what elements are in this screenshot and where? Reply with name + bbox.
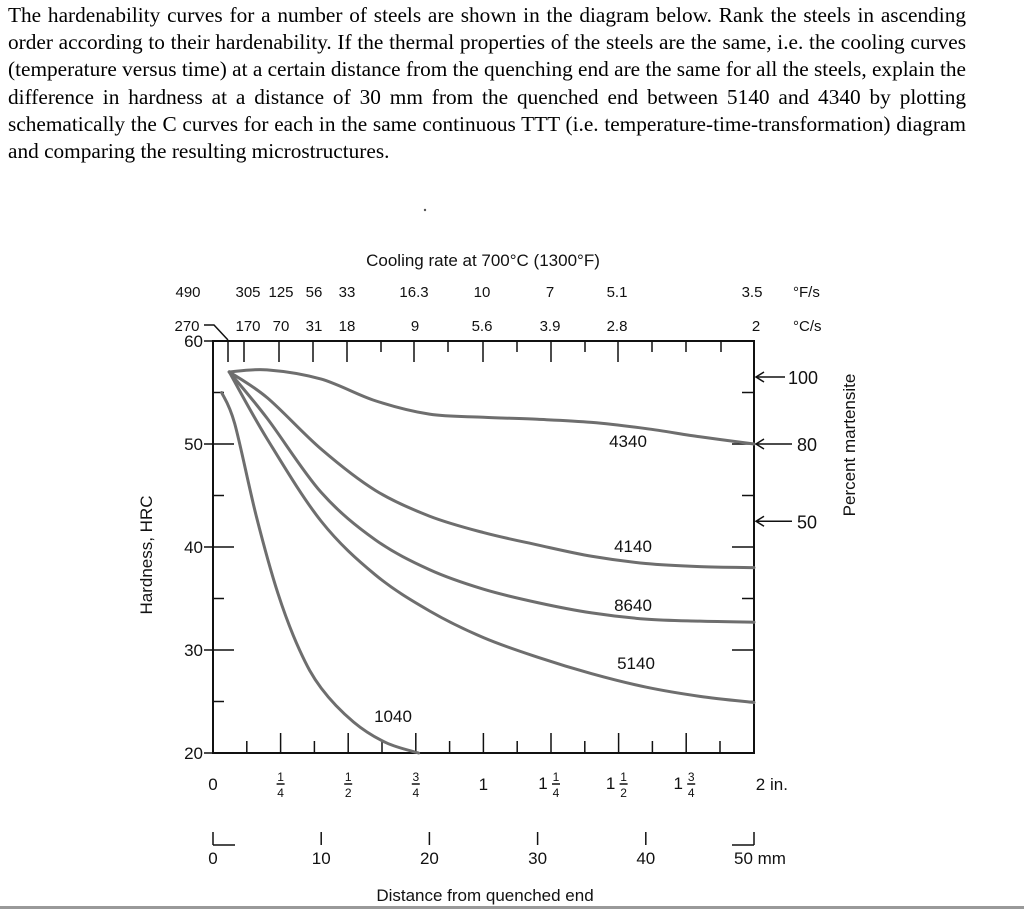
- top-tick-c: 9: [411, 318, 419, 335]
- label-5140: 5140: [617, 654, 655, 673]
- top-unit-c: °C/s: [793, 318, 822, 335]
- x-tick-label-in: 12: [344, 770, 353, 800]
- bottom-divider: [0, 906, 1024, 909]
- top-tick-c: 170: [235, 318, 260, 335]
- label-4140: 4140: [614, 537, 652, 556]
- x-tick-label-in: 2 in.: [756, 775, 788, 794]
- top-tick-c: 5.6: [472, 318, 493, 335]
- y-tick-label: 20: [184, 744, 203, 763]
- x-tick-label-mm: 50 mm: [734, 849, 786, 868]
- x-tick-label-mm: 30: [528, 849, 547, 868]
- denominator: 4: [412, 786, 419, 800]
- denominator: 4: [553, 786, 560, 800]
- label-8640: 8640: [614, 596, 652, 615]
- curve-4340: [227, 368, 756, 446]
- arrow-head-icon: [754, 515, 765, 527]
- question-text: The hardenability curves for a number of…: [8, 3, 966, 164]
- top-tick-f: 7: [546, 284, 554, 301]
- x-tick-label-in: 1 3 4: [673, 770, 696, 800]
- whole-part: 1: [606, 774, 615, 793]
- martensite-label: 100: [788, 368, 818, 388]
- x-tick-label-in: 1 12: [606, 770, 628, 800]
- x-tick-label-mm: 0: [208, 849, 217, 868]
- x-tick-label-mm: 20: [420, 849, 439, 868]
- top-axis-fahrenheit: 490 305 125 56 33 16.3 10 7 5.1 3.5: [175, 284, 762, 301]
- stray-dot: [423, 208, 427, 212]
- y-axis-label: Hardness, HRC: [137, 495, 156, 614]
- curve-8640: [227, 370, 756, 624]
- top-tick-c: 2.8: [607, 318, 628, 335]
- top-tick-f: 3.5: [742, 284, 763, 301]
- y-tick-label: 60: [184, 332, 203, 351]
- martensite-label: 80: [797, 435, 817, 455]
- denominator: 2: [620, 786, 627, 800]
- x-tick-label-in: 14: [276, 770, 285, 800]
- numerator: 1: [345, 770, 352, 784]
- top-tick-c: 3.9: [540, 318, 561, 335]
- top-tick-f: 16.3: [399, 284, 428, 301]
- y-tick-label: 40: [184, 538, 203, 557]
- denominator: 2: [345, 786, 352, 800]
- curve-1040: [220, 391, 421, 755]
- y2-axis-label: Percent martensite: [840, 374, 859, 517]
- top-axis-celsius: 270 170 70 31 18 9 5.6 3.9 2.8 2: [174, 318, 760, 335]
- numerator: 1: [553, 770, 560, 784]
- top-tick-f: 56: [306, 284, 323, 301]
- top-unit-f: °F/s: [793, 284, 820, 301]
- top-tick-c: 270: [174, 318, 199, 335]
- top-tick-c: 70: [273, 318, 290, 335]
- top-tick-f: 490: [175, 284, 200, 301]
- martensite-marks: 100 80 50: [754, 368, 818, 532]
- x-axis-label: Distance from quenched end: [376, 886, 593, 905]
- whole-part: 1: [538, 774, 547, 793]
- top-tick-f: 125: [268, 284, 293, 301]
- y-tick-label: 50: [184, 435, 203, 454]
- x-tick-label-in: 34: [411, 770, 420, 800]
- x-tick-label-mm: 40: [636, 849, 655, 868]
- label-1040: 1040: [374, 707, 412, 726]
- numerator: 1: [277, 770, 284, 784]
- top-tick-f: 305: [235, 284, 260, 301]
- top-tick-f: 5.1: [607, 284, 628, 301]
- martensite-label: 50: [797, 512, 817, 532]
- arrow-head-icon: [754, 438, 765, 450]
- arrow-head-icon: [754, 371, 765, 383]
- y-tick-labels: 60 50 40 30 20: [184, 332, 203, 763]
- top-tick-f: 33: [339, 284, 356, 301]
- x-tick-label-in: 0: [208, 775, 217, 794]
- denominator: 4: [277, 786, 284, 800]
- x-tick-label-in: 1: [479, 775, 488, 794]
- numerator: 3: [688, 770, 695, 784]
- x-tick-labels-mm: 0 10 20 30 40 50 mm: [208, 849, 786, 868]
- top-tick-c: 2: [752, 318, 760, 335]
- numerator: 1: [620, 770, 627, 784]
- whole-part: 1: [673, 774, 682, 793]
- top-tick-f: 10: [474, 284, 491, 301]
- top-tick-c: 31: [306, 318, 323, 335]
- top-tick-c: 18: [339, 318, 356, 335]
- denominator: 4: [688, 786, 695, 800]
- curves: [220, 368, 756, 755]
- curve-4140: [227, 370, 756, 570]
- chart-title: Cooling rate at 700°C (1300°F): [366, 251, 600, 270]
- x-tick-label-in: 1 14: [538, 770, 560, 800]
- label-4340: 4340: [609, 432, 647, 451]
- curve-5140: [227, 370, 756, 705]
- x-tick-label-mm: 10: [312, 849, 331, 868]
- y-tick-label: 30: [184, 641, 203, 660]
- numerator: 3: [412, 770, 419, 784]
- arrow-270: [204, 324, 229, 341]
